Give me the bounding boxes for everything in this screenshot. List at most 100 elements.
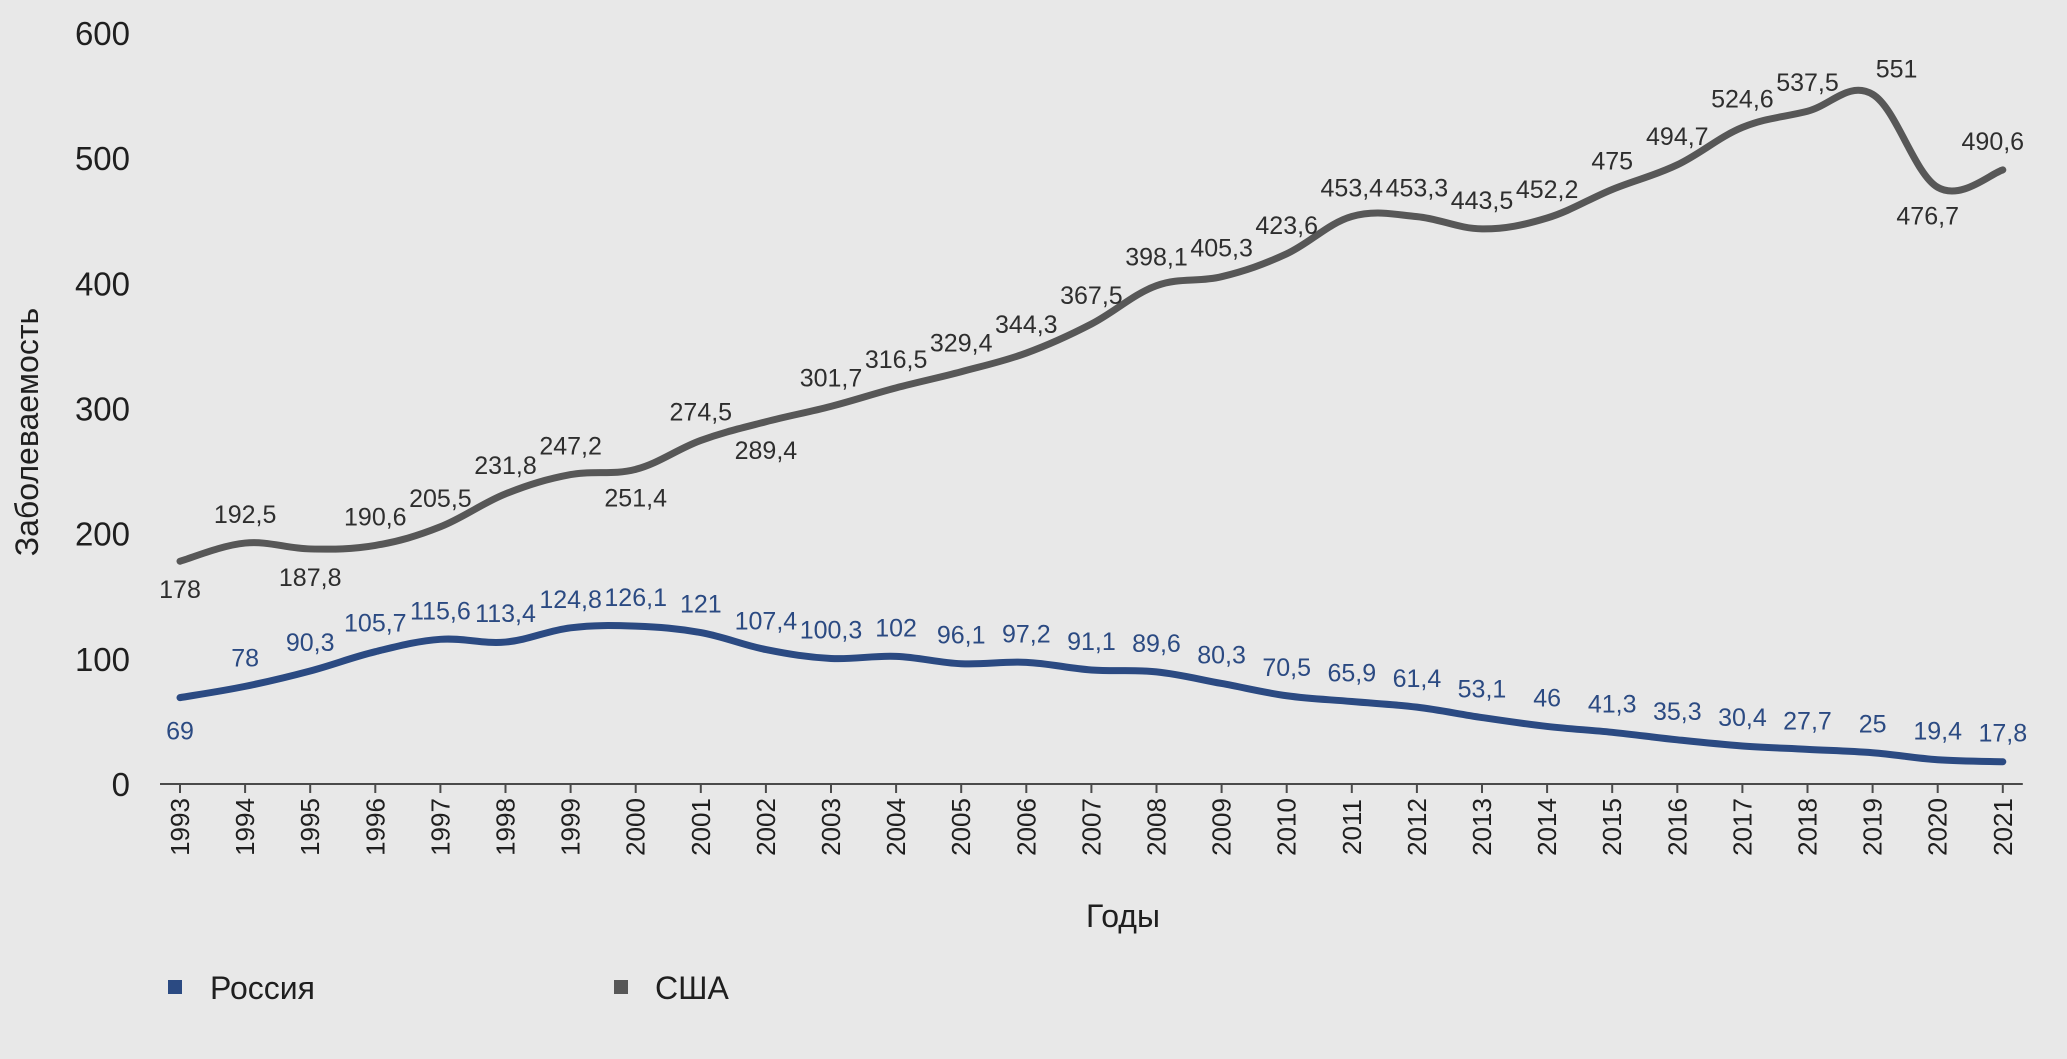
data-label-russia: 69 (166, 718, 194, 746)
data-label-russia: 30,4 (1718, 704, 1767, 732)
series-line-russia (176, 622, 2007, 766)
data-label-usa: 476,7 (1896, 202, 1959, 230)
data-label-usa: 405,3 (1190, 235, 1253, 263)
x-tick-label: 2005 (946, 798, 976, 856)
data-label-russia: 121 (680, 591, 722, 619)
data-label-russia: 102 (875, 614, 917, 642)
y-tick-label: 600 (75, 15, 130, 52)
data-label-usa: 247,2 (539, 433, 602, 461)
x-tick-label: 2020 (1923, 798, 1953, 856)
data-label-usa: 398,1 (1125, 244, 1188, 272)
data-label-russia: 61,4 (1393, 665, 1442, 693)
data-label-usa: 190,6 (344, 503, 407, 531)
x-tick-label: 2018 (1793, 798, 1823, 856)
x-tick-label: 2017 (1727, 798, 1757, 856)
data-label-usa: 329,4 (930, 330, 993, 358)
series-lines (176, 86, 2007, 766)
data-label-usa: 537,5 (1776, 69, 1839, 97)
x-tick-label: 1993 (165, 798, 195, 856)
x-tick-label: 2009 (1207, 798, 1237, 856)
data-label-russia: 53,1 (1458, 676, 1507, 704)
data-label-russia: 65,9 (1327, 660, 1376, 688)
data-label-usa: 251,4 (604, 484, 667, 512)
data-label-russia: 35,3 (1653, 698, 1702, 726)
x-tick-label: 2014 (1532, 798, 1562, 856)
data-label-russia: 90,3 (286, 629, 335, 657)
legend: Россия США (168, 970, 729, 1006)
x-tick-label: 2021 (1988, 798, 2018, 856)
data-label-russia: 27,7 (1783, 707, 1832, 735)
x-tick-label: 2001 (686, 798, 716, 856)
data-label-usa: 205,5 (409, 485, 472, 513)
x-tick-label: 1995 (295, 798, 325, 856)
y-tick-label: 200 (75, 516, 130, 553)
data-label-russia: 25 (1859, 711, 1887, 739)
data-label-usa: 187,8 (279, 564, 342, 592)
data-label-russia: 115,6 (410, 597, 471, 625)
data-label-russia: 19,4 (1913, 718, 1962, 746)
legend-label-russia: Россия (210, 970, 315, 1006)
series-line-usa (176, 86, 2007, 565)
data-label-usa: 316,5 (865, 346, 928, 374)
x-axis-title: Годы (1086, 898, 1160, 934)
data-label-usa: 423,6 (1255, 212, 1318, 240)
data-label-russia: 78 (231, 644, 259, 672)
x-tick-label: 2019 (1858, 798, 1888, 856)
x-axis-ticks: 1993 1994 1995 1996 1997 1998 1999 2000 2001 2002… (165, 784, 2018, 856)
x-tick-label: 2003 (816, 798, 846, 856)
data-label-usa: 289,4 (735, 437, 798, 465)
x-tick-label: 2006 (1011, 798, 1041, 856)
data-label-usa: 453,4 (1321, 174, 1384, 202)
x-tick-label: 1997 (425, 798, 455, 856)
data-label-usa: 192,5 (214, 501, 277, 529)
x-tick-label: 2007 (1076, 798, 1106, 856)
x-tick-label: 2016 (1662, 798, 1692, 856)
x-tick-label: 2010 (1272, 798, 1302, 856)
x-tick-label: 2013 (1467, 798, 1497, 856)
x-tick-label: 1998 (491, 798, 521, 856)
data-label-russia: 124,8 (539, 586, 602, 614)
data-label-usa: 494,7 (1646, 123, 1709, 151)
data-label-usa: 452,2 (1516, 176, 1579, 204)
data-label-usa: 490,6 (1962, 128, 2025, 156)
x-tick-label: 2015 (1597, 798, 1627, 856)
y-tick-label: 100 (75, 641, 130, 678)
y-axis-title: Заболеваемость (9, 308, 45, 556)
data-label-usa: 231,8 (474, 452, 537, 480)
data-label-russia: 80,3 (1197, 641, 1246, 669)
legend-label-usa: США (655, 970, 729, 1006)
data-label-usa: 524,6 (1711, 85, 1774, 113)
x-tick-label: 1994 (230, 798, 260, 856)
x-tick-label: 2008 (1142, 798, 1172, 856)
data-label-russia: 100,3 (800, 616, 863, 644)
data-label-russia: 91,1 (1067, 628, 1116, 656)
data-label-russia: 41,3 (1588, 690, 1637, 718)
y-tick-label: 400 (75, 265, 130, 302)
y-axis-ticks: 0 100 200 300 400 500 600 (75, 15, 130, 803)
x-tick-label: 1996 (360, 798, 390, 856)
x-tick-label: 2011 (1337, 799, 1367, 855)
x-tick-label: 1999 (556, 798, 586, 856)
x-tick-label: 2004 (881, 798, 911, 856)
data-label-russia: 46 (1533, 684, 1561, 712)
legend-swatch-russia (168, 980, 182, 994)
data-label-russia: 89,6 (1132, 630, 1181, 658)
data-label-russia: 17,8 (1978, 720, 2027, 748)
data-label-russia: 126,1 (604, 584, 667, 612)
data-label-usa: 344,3 (995, 311, 1058, 339)
y-tick-label: 300 (75, 391, 130, 428)
x-tick-label: 2002 (751, 798, 781, 856)
legend-swatch-usa (614, 980, 628, 994)
data-label-usa: 274,5 (670, 398, 733, 426)
data-label-russia: 105,7 (344, 610, 407, 638)
data-label-usa: 301,7 (800, 364, 863, 392)
y-tick-label: 0 (112, 766, 130, 803)
data-label-usa: 443,5 (1451, 187, 1514, 215)
x-tick-label: 2012 (1402, 798, 1432, 856)
x-tick-label: 2000 (621, 798, 651, 856)
data-label-usa: 551 (1876, 55, 1918, 83)
data-label-usa: 367,5 (1060, 282, 1123, 310)
